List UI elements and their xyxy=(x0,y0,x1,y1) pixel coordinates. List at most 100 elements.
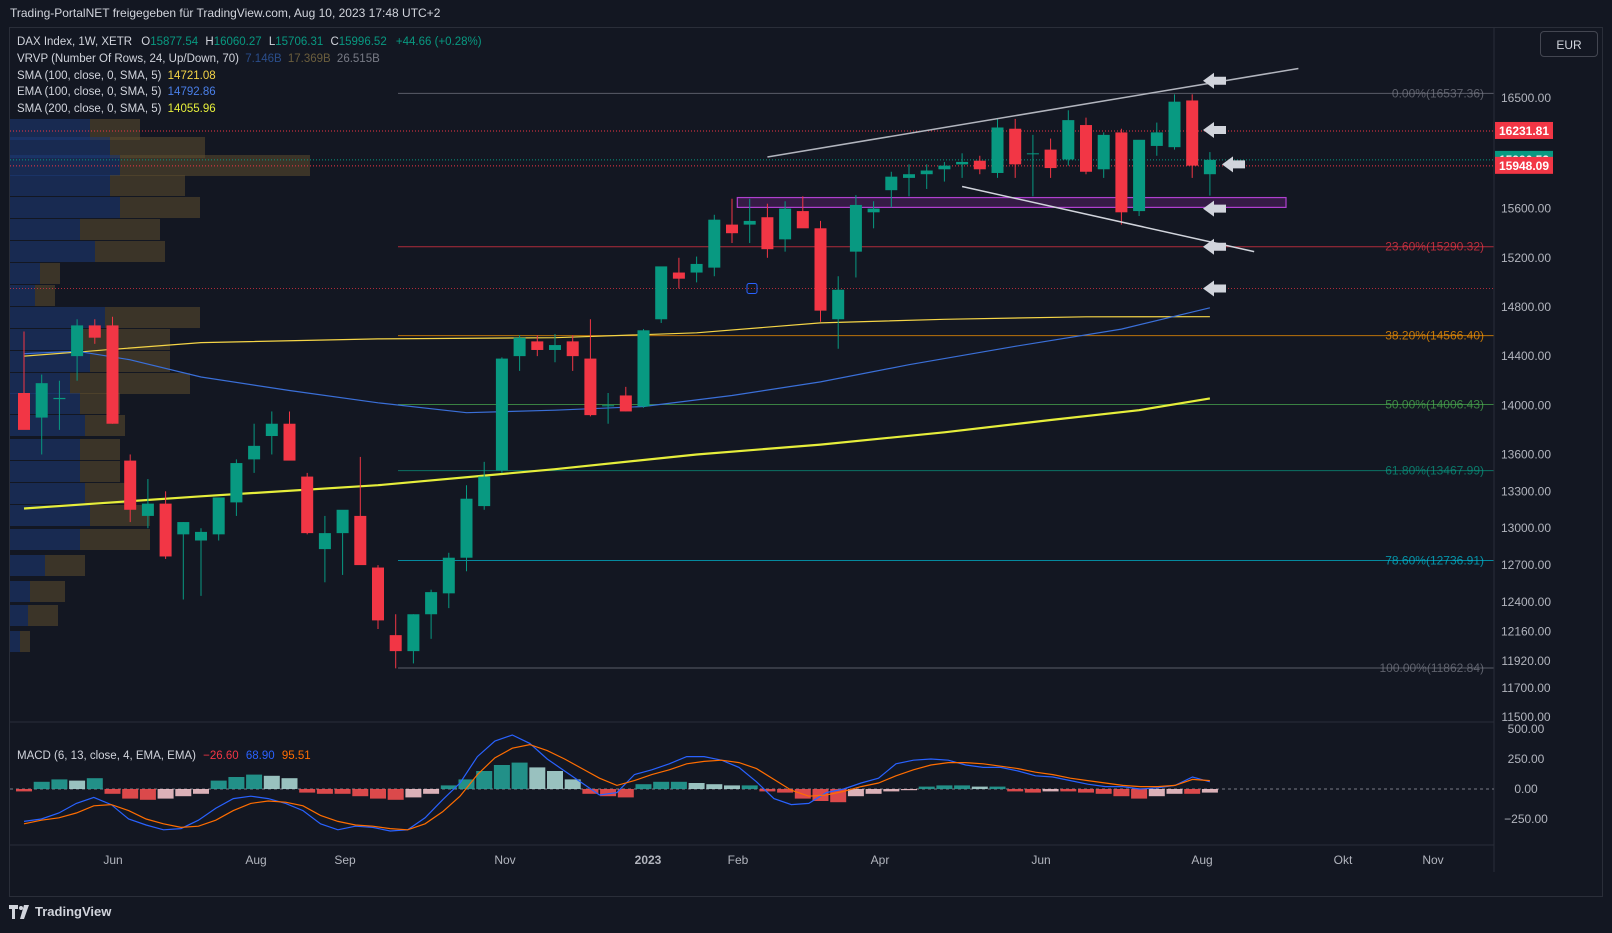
macd-histogram-bar xyxy=(529,767,546,789)
vp-down-bar xyxy=(110,175,185,196)
macd-pane: 500.00 250.00 0.00 −250.00 xyxy=(10,721,1548,832)
candle-body xyxy=(283,423,296,461)
volume-profile xyxy=(10,119,310,652)
macd-tick-label: 500.00 xyxy=(1508,722,1545,736)
square-marker-icon xyxy=(746,283,758,295)
time-tick-label: Jun xyxy=(103,853,122,867)
price-tick-label: 14000.00 xyxy=(1501,398,1551,412)
macd-histogram-bar xyxy=(1201,789,1218,793)
vp-up-bar xyxy=(10,631,20,652)
vp-down-bar xyxy=(28,605,58,626)
chart-frame xyxy=(9,27,1603,897)
vrvp-down-volume: 17.369B xyxy=(287,52,331,65)
vp-down-bar xyxy=(80,329,170,350)
vp-down-bar xyxy=(30,581,65,602)
candle-body xyxy=(885,176,898,191)
price-tick-label: 14400.00 xyxy=(1501,349,1551,363)
candle-body xyxy=(124,460,137,510)
macd-histogram-bar xyxy=(1113,789,1130,797)
tradingview-logo[interactable]: TradingView xyxy=(9,904,111,919)
macd-histogram-bar xyxy=(989,786,1006,789)
candle-body xyxy=(336,509,349,534)
macd-signal-line xyxy=(23,743,1210,831)
macd-legend: MACD (6, 13, close, 4, EMA, EMA) −26.60 … xyxy=(17,750,311,762)
macd-histogram-bar xyxy=(1095,789,1112,794)
macd-histogram-bar xyxy=(741,785,758,789)
support-zone-rect xyxy=(736,196,1287,208)
macd-histogram-bar xyxy=(263,775,280,789)
macd-histogram-bar xyxy=(635,784,652,789)
candle-body xyxy=(849,204,862,252)
macd-histogram-bar xyxy=(281,778,298,789)
vp-down-bar xyxy=(45,555,85,576)
time-tick-label: Okt xyxy=(1334,853,1353,867)
candle-body xyxy=(460,498,473,558)
vp-down-bar xyxy=(20,631,30,652)
macd-histogram-bar xyxy=(122,789,139,799)
candle-body xyxy=(389,635,402,652)
candle-body xyxy=(18,393,30,430)
candle-body xyxy=(513,337,526,357)
macd-histogram-bar xyxy=(1166,789,1183,794)
chart-header: Trading-PortalNET freigegeben für Tradin… xyxy=(0,0,1612,26)
vp-up-bar xyxy=(10,439,80,460)
sma200-row: SMA (200, close, 0, SMA, 5) 14055.96 xyxy=(17,101,482,118)
sma200-line xyxy=(23,397,1211,510)
vp-down-bar xyxy=(80,219,160,240)
macd-histogram-bar xyxy=(547,771,563,789)
vp-down-bar xyxy=(35,285,55,306)
candle-body xyxy=(1186,100,1199,166)
fib-label: 100.00%(11862.84) xyxy=(1379,661,1484,675)
macd-histogram-bar xyxy=(1148,789,1165,797)
trendline xyxy=(961,185,1255,253)
candle-body xyxy=(354,515,367,566)
left-arrow-icon xyxy=(1203,200,1226,217)
macd-histogram-bar xyxy=(1024,789,1041,793)
macd-tick-label: 0.00 xyxy=(1514,782,1538,796)
macd-histogram-bar xyxy=(51,779,68,789)
macd-histogram-bar xyxy=(670,781,687,789)
candle-body xyxy=(177,522,190,535)
sma200-value: 14055.96 xyxy=(167,103,216,116)
price-tick-label: 11920.00 xyxy=(1501,654,1550,668)
candle-body xyxy=(106,325,119,424)
candle-body xyxy=(230,463,243,503)
vp-down-bar xyxy=(40,263,60,284)
time-tick-label: Feb xyxy=(728,853,749,867)
candle-body xyxy=(867,208,880,213)
vp-down-bar xyxy=(90,119,140,140)
low-value: 15706.31 xyxy=(275,36,324,48)
sma100-value: 14721.08 xyxy=(167,69,216,82)
macd-histogram-bar xyxy=(564,779,581,789)
vp-up-bar xyxy=(10,461,80,482)
macd-histogram-bar xyxy=(334,789,351,794)
candle-body xyxy=(53,397,66,400)
macd-histogram-bar xyxy=(493,765,510,789)
macd-histogram-bar xyxy=(653,781,670,789)
macd-histogram-bar xyxy=(918,786,935,789)
macd-histogram-bar xyxy=(1042,789,1059,792)
vp-down-bar xyxy=(85,415,125,436)
high-value: 16060.27 xyxy=(213,36,262,48)
high-label: H xyxy=(205,36,214,48)
currency-button[interactable]: EUR xyxy=(1540,31,1598,57)
candle-body xyxy=(566,341,579,357)
symbol-row: DAX Index, 1W, XETR O15877.54 H16060.27 … xyxy=(17,34,482,51)
price-tag-label: 16231.81 xyxy=(1499,124,1549,138)
macd-histogram-bar xyxy=(617,789,634,798)
candle-body xyxy=(372,567,384,621)
vp-up-bar xyxy=(10,119,90,140)
price-tick-label: 12160.00 xyxy=(1501,624,1551,638)
candle-body xyxy=(141,503,154,516)
vp-down-bar xyxy=(120,197,200,218)
support-zone xyxy=(736,196,1287,208)
tradingview-logo-icon xyxy=(9,904,29,919)
fib-label: 61.80%(13467.99) xyxy=(1385,464,1484,478)
macd-line-value: 68.90 xyxy=(245,750,275,762)
close-label: C xyxy=(330,36,339,48)
candle-body xyxy=(195,531,207,541)
vrvp-row: VRVP (Number Of Rows, 24, Up/Down, 70) 7… xyxy=(17,51,482,68)
close-value: 15996.52 xyxy=(338,36,387,48)
candle-body xyxy=(903,174,915,178)
